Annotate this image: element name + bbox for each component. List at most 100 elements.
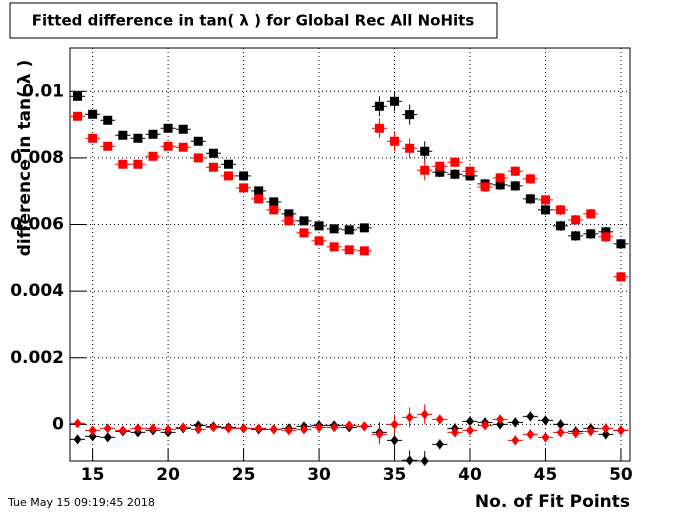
x-tick-label: 50	[609, 465, 633, 485]
diamond-marker	[254, 423, 263, 434]
y-tick-label: 0.008	[10, 148, 64, 168]
diamond-marker	[466, 416, 474, 427]
diamond-marker	[405, 455, 414, 466]
square-marker	[103, 115, 113, 125]
y-axis-label: difference in tan( λ )	[15, 60, 35, 257]
square-marker	[118, 130, 128, 140]
square-marker	[73, 111, 83, 121]
diamond-marker	[450, 427, 459, 438]
title-box	[9, 2, 498, 39]
diamond-marker	[345, 420, 354, 431]
diamond-marker	[601, 423, 610, 434]
square-marker	[540, 195, 550, 205]
diamond-marker	[209, 422, 218, 433]
diamond-marker	[149, 423, 158, 434]
square-marker	[374, 101, 384, 111]
square-marker	[103, 141, 113, 151]
square-marker	[148, 151, 158, 161]
square-marker	[88, 109, 98, 119]
diamond-marker	[511, 417, 520, 428]
diamond-marker	[435, 439, 444, 450]
square-marker	[525, 174, 535, 184]
diamond-marker	[133, 423, 142, 434]
square-marker	[208, 162, 218, 172]
diamond-marker	[103, 423, 112, 434]
square-marker	[133, 133, 143, 143]
square-marker	[208, 148, 218, 158]
y-tick-label: 0.002	[10, 348, 64, 368]
square-marker	[495, 173, 505, 183]
square-marker	[405, 143, 415, 153]
square-marker	[435, 167, 445, 177]
square-marker	[269, 197, 279, 207]
diamond-marker	[586, 426, 595, 437]
square-marker	[239, 183, 249, 193]
square-marker	[239, 171, 249, 181]
square-marker	[586, 209, 596, 219]
square-marker	[435, 161, 445, 171]
square-marker	[374, 123, 384, 133]
diamond-marker	[435, 414, 444, 425]
x-tick-label: 20	[156, 465, 180, 485]
diamond-marker	[481, 420, 490, 431]
diamond-marker	[330, 422, 339, 433]
square-marker	[163, 141, 173, 151]
diamond-marker	[179, 422, 188, 433]
x-tick-label: 30	[307, 465, 331, 485]
y-tick-label: 0.004	[10, 281, 64, 301]
square-marker	[299, 228, 309, 238]
x-axis-label: No. of Fit Points	[475, 492, 630, 512]
square-marker	[284, 216, 294, 226]
square-marker	[586, 229, 596, 239]
diamond-marker	[541, 432, 550, 443]
square-marker	[329, 224, 339, 234]
square-marker	[193, 136, 203, 146]
diamond-marker	[299, 424, 308, 435]
square-marker	[616, 272, 626, 282]
plot-frame	[69, 47, 631, 462]
square-marker	[390, 96, 400, 106]
x-tick-label: 25	[232, 465, 256, 485]
square-marker	[450, 169, 460, 179]
square-marker	[314, 236, 324, 246]
diamond-marker	[496, 414, 505, 425]
square-marker	[254, 186, 264, 196]
x-tick-label: 45	[534, 465, 558, 485]
diamond-marker	[164, 424, 173, 435]
diamond-marker	[556, 427, 565, 438]
square-marker	[148, 129, 158, 139]
timestamp: Tue May 15 09:19:45 2018	[7, 496, 155, 509]
square-marker	[601, 232, 611, 242]
square-marker	[405, 110, 415, 120]
square-marker	[480, 182, 490, 192]
square-marker	[616, 239, 626, 249]
diamond-marker	[466, 425, 474, 436]
diamond-marker	[360, 421, 369, 432]
square-marker	[133, 159, 143, 169]
square-marker	[450, 157, 460, 167]
diamond-marker	[375, 429, 384, 440]
x-tick-label: 15	[81, 465, 105, 485]
y-tick-label: 0.006	[10, 215, 64, 235]
y-tick-label: 0.01	[22, 81, 64, 101]
diamond-marker	[571, 428, 580, 439]
square-marker	[390, 136, 400, 146]
diamond-marker	[556, 419, 565, 430]
square-marker	[525, 194, 535, 204]
x-tick-label: 35	[383, 465, 407, 485]
square-marker	[118, 159, 128, 169]
square-marker	[299, 216, 309, 226]
diamond-marker	[526, 429, 535, 440]
diamond-marker	[390, 435, 399, 446]
square-marker	[556, 221, 566, 231]
diamond-marker	[239, 423, 248, 434]
diamond-marker	[73, 434, 82, 445]
square-marker	[223, 159, 233, 169]
diamond-marker	[88, 425, 97, 436]
square-marker	[556, 205, 566, 215]
diamond-marker	[194, 424, 203, 435]
diamond-marker	[103, 432, 112, 443]
square-marker	[178, 142, 188, 152]
square-marker	[344, 245, 354, 255]
